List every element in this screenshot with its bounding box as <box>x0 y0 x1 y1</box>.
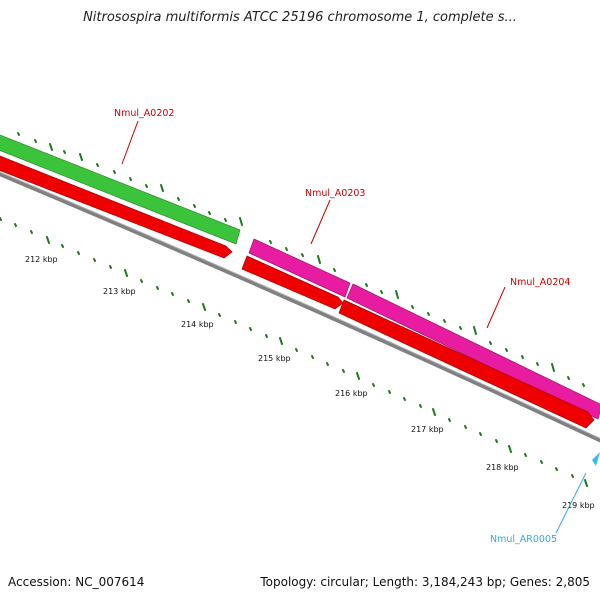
scale-label-216: 216 kbp <box>335 389 368 398</box>
map-title: Nitrosospira multiformis ATCC 25196 chro… <box>83 10 517 25</box>
scale-label-218: 218 kbp <box>486 463 519 472</box>
cds-a0202-arrow[interactable] <box>0 152 233 259</box>
chromosome-backbone-highlight <box>0 171 600 439</box>
scale-label-219: 219 kbp <box>562 501 595 510</box>
callout-line-a0204 <box>486 286 506 329</box>
cds-a0203-arrow[interactable] <box>241 255 344 310</box>
scale-label-214: 214 kbp <box>181 320 214 329</box>
label-a0203[interactable]: Nmul_A0203 <box>305 188 365 199</box>
label-ar0005[interactable]: Nmul_AR0005 <box>490 534 557 545</box>
label-a0202[interactable]: Nmul_A0202 <box>114 108 174 119</box>
scale-label-215: 215 kbp <box>258 354 291 363</box>
callout-line-a0203 <box>310 199 331 245</box>
outer-tick-row <box>17 132 585 387</box>
chromosome-backbone <box>0 172 600 443</box>
scale-label-217: 217 kbp <box>411 425 444 434</box>
gene-a0204-bar[interactable] <box>346 283 600 420</box>
callout-line-ar0005 <box>555 472 587 534</box>
scale-label-213: 213 kbp <box>103 287 136 296</box>
rna-ar0005-arrow[interactable] <box>592 452 600 466</box>
cds-a0204-arrow[interactable] <box>338 299 595 429</box>
gene-a0203-bar[interactable] <box>248 238 351 298</box>
accession-text: Accession: NC_007614 <box>8 575 145 589</box>
scale-label-212: 212 kbp <box>25 255 58 264</box>
callout-line-a0202 <box>121 120 139 165</box>
gene-a0202-bar[interactable] <box>0 131 241 245</box>
genome-summary-text: Topology: circular; Length: 3,184,243 bp… <box>260 575 590 589</box>
inner-tick-row <box>0 217 588 487</box>
label-a0204[interactable]: Nmul_A0204 <box>510 277 570 288</box>
